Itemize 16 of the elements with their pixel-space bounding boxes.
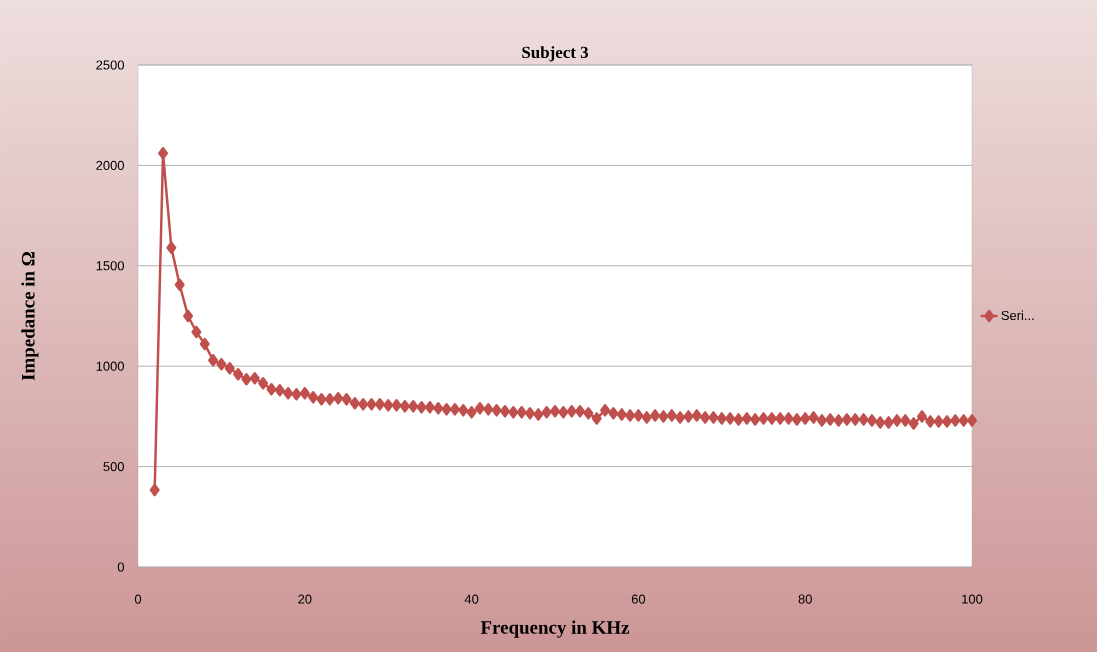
x-tick-label: 0	[134, 594, 142, 604]
x-axis-title: Frequency in KHz	[480, 620, 630, 638]
x-tick-label: 20	[298, 594, 312, 604]
legend-label: Seri...	[1001, 310, 1034, 321]
x-tick-label: 100	[962, 594, 983, 604]
chart-title: Subject 3	[522, 46, 589, 62]
x-tick-label: 40	[464, 594, 479, 604]
y-tick-label: 0	[117, 562, 124, 572]
y-tick-label: 2500	[96, 60, 124, 70]
y-tick-label: 1500	[96, 261, 124, 271]
x-tick-label: 60	[631, 594, 646, 604]
x-tick-label: 80	[798, 594, 812, 604]
y-axis-title: Impedance in Ω	[21, 251, 39, 381]
y-tick-label: 500	[103, 462, 124, 472]
y-tick-label: 1000	[96, 361, 124, 371]
y-tick-label: 2000	[96, 160, 124, 170]
